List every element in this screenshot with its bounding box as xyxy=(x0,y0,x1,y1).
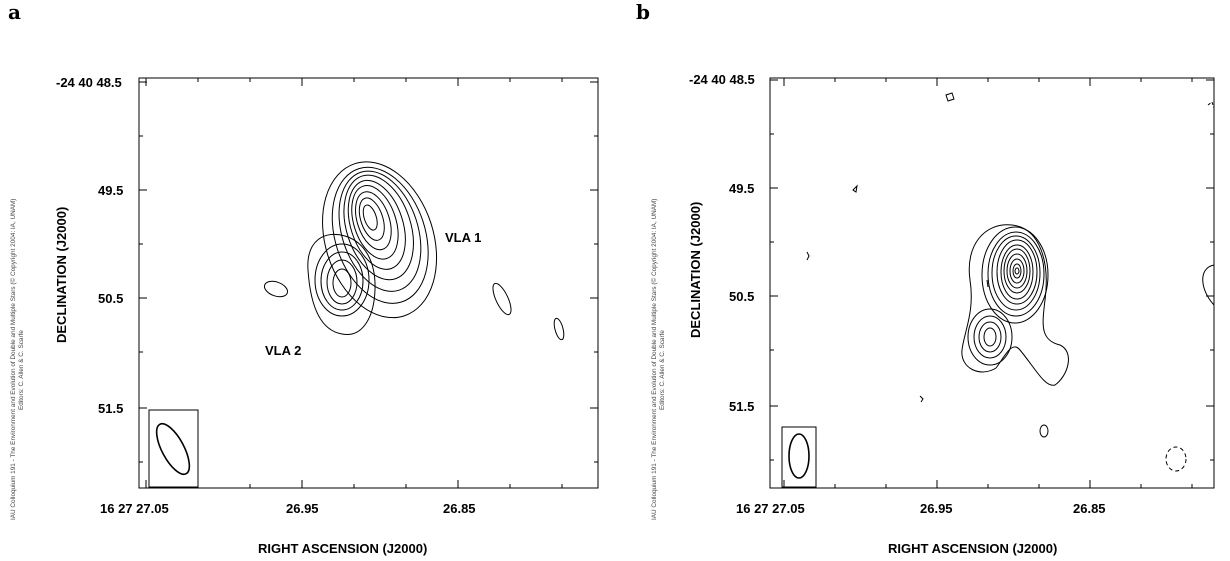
panel-b-x-tick-3: 26.85 xyxy=(1073,501,1106,516)
panel-b-credit-line1: IAU Colloquium 191 - The Environment and… xyxy=(651,198,658,520)
panel-a-xlabel: RIGHT ASCENSION (J2000) xyxy=(258,541,428,556)
panel-b-xlabel: RIGHT ASCENSION (J2000) xyxy=(888,541,1058,556)
panel-b-label: b xyxy=(636,0,650,24)
panel-b-beam-ellipse xyxy=(788,433,810,479)
panel-b-main-contours xyxy=(961,224,1069,386)
panel-a-y-tick-4: 51.5 xyxy=(98,401,124,416)
panel-a-x-tick-3: 26.85 xyxy=(443,501,476,516)
panel-b-beam-box xyxy=(781,426,817,488)
panel-a-x-ticks xyxy=(145,78,563,488)
panel-b-y-ticks xyxy=(770,79,1214,461)
panel-a-vla1-contours xyxy=(322,161,438,319)
panel-a-beam-box xyxy=(148,409,199,488)
panel-b-ylabel: DECLINATION (J2000) xyxy=(688,201,703,338)
panel-b-x-ticks xyxy=(783,78,1193,488)
panel-a-y-tick-1: -24 40 48.5 xyxy=(56,75,122,90)
panel-b-y-tick-4: 51.5 xyxy=(729,399,755,414)
panel-b-y-tick-1: -24 40 48.5 xyxy=(689,72,755,87)
panel-a-vla2-contours xyxy=(307,233,376,335)
panel-a-y-tick-2: 49.5 xyxy=(98,183,124,198)
panel-a-y-tick-3: 50.5 xyxy=(98,291,124,306)
panel-b-x-tick-2: 26.95 xyxy=(920,501,953,516)
panel-b-credit-line2: Editors: C. Allen & C. Scarfe xyxy=(659,330,666,410)
panel-b-credit: IAU Colloquium 191 - The Environment and… xyxy=(651,199,667,520)
panel-b-y-tick-3: 50.5 xyxy=(729,289,755,304)
panel-b-x-tick-1: 16 27 27.05 xyxy=(736,501,805,516)
panel-a-source-vla1: VLA 1 xyxy=(445,230,482,245)
panel-a-beam-ellipse xyxy=(155,422,191,476)
panel-b-plot xyxy=(769,77,1215,489)
panel-a-frame xyxy=(138,77,599,489)
panel-a-x-tick-2: 26.95 xyxy=(286,501,319,516)
panel-a-ylabel: DECLINATION (J2000) xyxy=(54,206,69,343)
panel-a-source-vla2: VLA 2 xyxy=(265,343,302,358)
panel-b-y-tick-2: 49.5 xyxy=(729,181,755,196)
panel-a-label: a xyxy=(8,0,21,24)
panel-b-frame xyxy=(769,77,1215,489)
panel-a-plot xyxy=(138,77,599,489)
panel-a-y-ticks xyxy=(139,81,598,463)
panel-a-x-tick-1: 16 27 27.05 xyxy=(100,501,169,516)
